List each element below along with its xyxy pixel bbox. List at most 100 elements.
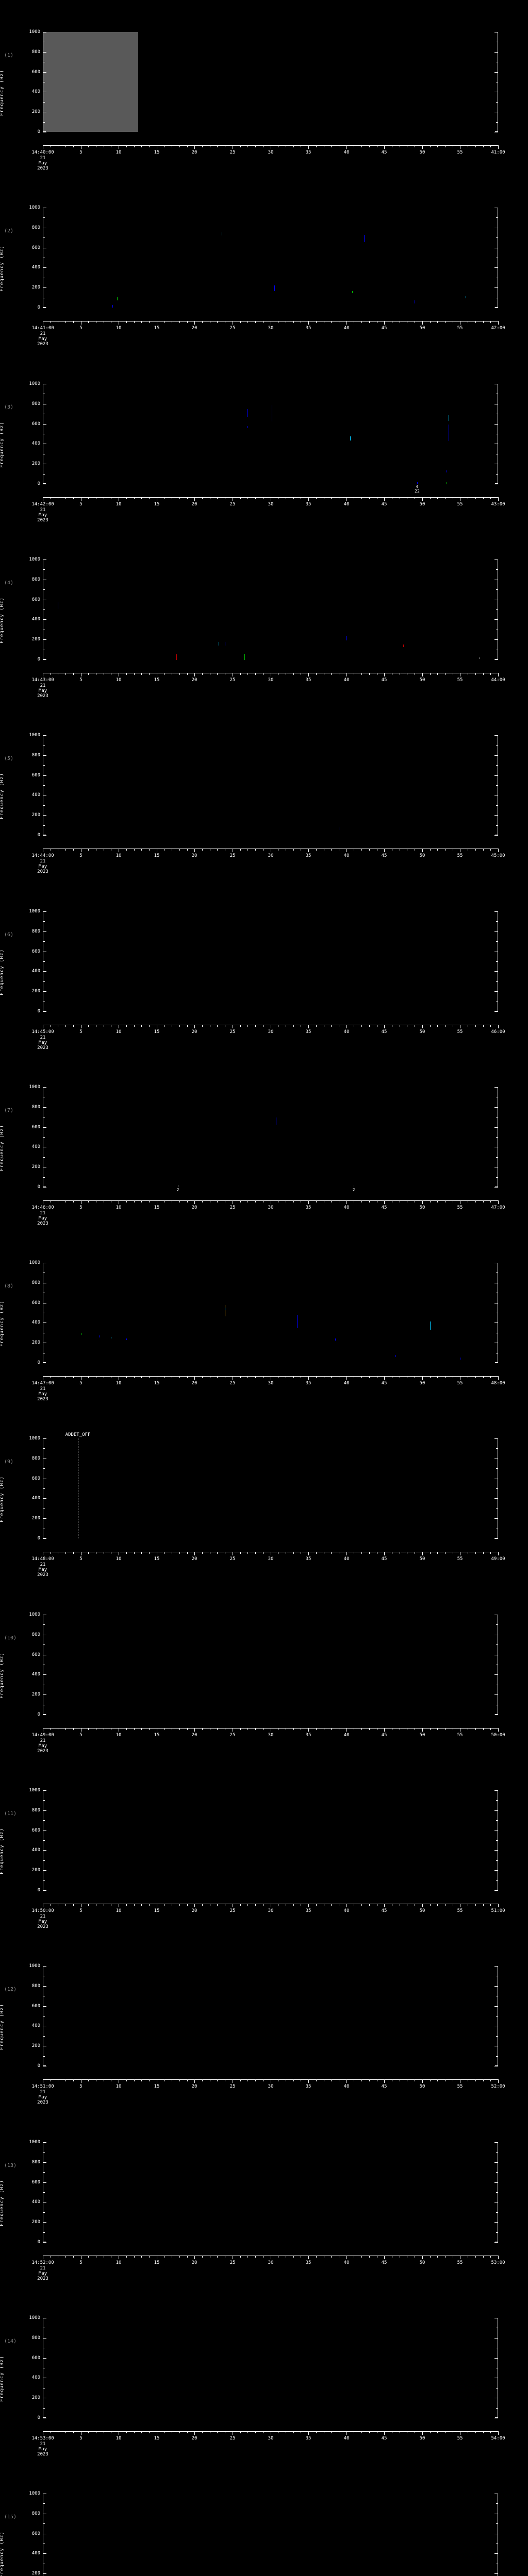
x-tick-major xyxy=(346,2079,347,2083)
x-tick-minor xyxy=(475,1376,476,1379)
x-tick-minor xyxy=(490,1904,491,1906)
x-axis-start-label: 14:42:00 xyxy=(31,501,54,507)
date-stack-label: 21 May 2023 xyxy=(37,2265,48,2281)
x-tick-minor xyxy=(316,1904,317,1906)
y-tick-label: 400 xyxy=(31,2551,40,2556)
x-tick-label: 15 xyxy=(154,2435,160,2441)
x-tick-minor xyxy=(490,2079,491,2082)
x-tick-major xyxy=(346,1552,347,1556)
event-marker-label: ADDET_OFF xyxy=(65,1432,91,1438)
x-tick-minor xyxy=(316,1727,317,1730)
x-tick-label: 40 xyxy=(343,2260,350,2265)
y-tick-major-right xyxy=(494,1187,498,1188)
x-tick-label: 5 xyxy=(79,1556,82,1562)
y-tick-minor-right xyxy=(496,1157,498,1158)
x-tick-minor xyxy=(255,2431,256,2433)
x-tick-minor xyxy=(179,1552,180,1554)
y-tick-minor xyxy=(43,1137,45,1138)
x-tick-minor xyxy=(437,1200,438,1202)
y-tick-label: 400 xyxy=(31,1671,40,1677)
x-tick-minor xyxy=(316,497,317,499)
axis-cap xyxy=(43,483,46,484)
x-tick-label: 5 xyxy=(79,2260,82,2265)
y-tick-minor-right xyxy=(496,825,498,826)
axis-cap xyxy=(43,1714,46,1715)
x-tick-minor xyxy=(202,145,203,147)
y-tick-minor-right xyxy=(496,217,498,218)
x-tick-label: 25 xyxy=(229,2435,236,2441)
x-tick-label: 5 xyxy=(79,1908,82,1913)
x-tick-minor xyxy=(490,1727,491,1730)
y-tick-minor-right xyxy=(496,921,498,922)
x-tick-minor xyxy=(179,1024,180,1027)
x-tick-minor xyxy=(490,2255,491,2258)
x-tick-minor xyxy=(187,1904,188,1906)
plot-area xyxy=(43,911,498,1012)
y-tick-major xyxy=(43,1790,46,1791)
y-tick-label: 0 xyxy=(37,1888,40,1893)
x-tick-minor xyxy=(475,2431,476,2433)
y-tick-minor-right xyxy=(496,2056,498,2057)
x-tick-minor xyxy=(126,1727,127,1730)
x-tick-minor xyxy=(202,1727,203,1730)
x-axis-line xyxy=(43,2431,498,2432)
y-tick-label: 200 xyxy=(31,2395,40,2400)
x-tick-minor xyxy=(331,1200,332,1202)
x-axis-start-label: 14:44:00 xyxy=(31,853,54,859)
x-tick-minor xyxy=(65,1727,66,1730)
y-tick-major-right xyxy=(494,2162,498,2163)
y-tick-label: 1000 xyxy=(29,2315,40,2320)
detection-mark xyxy=(364,235,365,243)
x-tick-minor xyxy=(331,2079,332,2082)
y-tick-minor xyxy=(43,1488,45,1489)
y-tick-major-right xyxy=(494,1438,498,1439)
panel-number: (5) xyxy=(4,756,14,762)
y-tick-label: 200 xyxy=(31,1691,40,1697)
y-tick-label: 400 xyxy=(31,2023,40,2029)
y-tick-label: 800 xyxy=(31,225,40,231)
x-tick-minor xyxy=(475,1200,476,1202)
x-tick-major xyxy=(498,1024,499,1028)
plot-area xyxy=(43,1263,498,1364)
y-tick-major-right xyxy=(494,52,498,53)
x-tick-label: 15 xyxy=(154,853,160,859)
y-tick-minor-right xyxy=(496,1840,498,1841)
y-tick-label: 0 xyxy=(37,1184,40,1190)
x-tick-minor xyxy=(361,1727,362,1730)
x-tick-label: 55 xyxy=(457,677,463,683)
y-tick-label: 200 xyxy=(31,2043,40,2049)
x-tick-label: 35 xyxy=(305,677,311,683)
y-tick-label: 400 xyxy=(31,2375,40,2380)
x-tick-minor xyxy=(141,2079,142,2082)
x-tick-major xyxy=(422,2255,423,2259)
x-tick-minor xyxy=(134,1552,135,1554)
date-stack-label: 21 May 2023 xyxy=(37,683,48,699)
x-tick-label: 25 xyxy=(229,1205,236,1210)
x-tick-major xyxy=(422,1200,423,1204)
x-tick-minor xyxy=(73,1552,74,1554)
detection-mark xyxy=(112,304,113,308)
panel-number: (7) xyxy=(4,1107,14,1113)
x-tick-major xyxy=(194,2431,195,2435)
x-tick-major xyxy=(498,321,499,325)
y-tick-major xyxy=(43,2553,46,2554)
x-tick-major xyxy=(346,497,347,501)
x-tick-minor xyxy=(73,2431,74,2433)
x-tick-minor xyxy=(179,497,180,499)
panel-number: (15) xyxy=(4,2514,17,2520)
x-tick-major xyxy=(194,2079,195,2083)
y-tick-major-right xyxy=(494,971,498,972)
x-tick-minor xyxy=(430,1376,431,1379)
y-tick-label: 600 xyxy=(31,1300,40,1306)
y-tick-label: 800 xyxy=(31,1984,40,1989)
x-tick-label: 25 xyxy=(229,1908,236,1913)
x-tick-minor xyxy=(88,1376,89,1379)
spectrogram-panel: (4) Frequency (Hz) 0 200 400 600 800 1000 14:43:… xyxy=(0,557,528,701)
y-tick-label: 1000 xyxy=(29,1612,40,1617)
x-tick-major xyxy=(308,1904,309,1907)
x-tick-label: 15 xyxy=(154,677,160,683)
x-tick-minor xyxy=(331,145,332,147)
x-tick-minor xyxy=(202,2255,203,2258)
x-tick-label: 5 xyxy=(79,2084,82,2090)
x-tick-minor xyxy=(126,2079,127,2082)
